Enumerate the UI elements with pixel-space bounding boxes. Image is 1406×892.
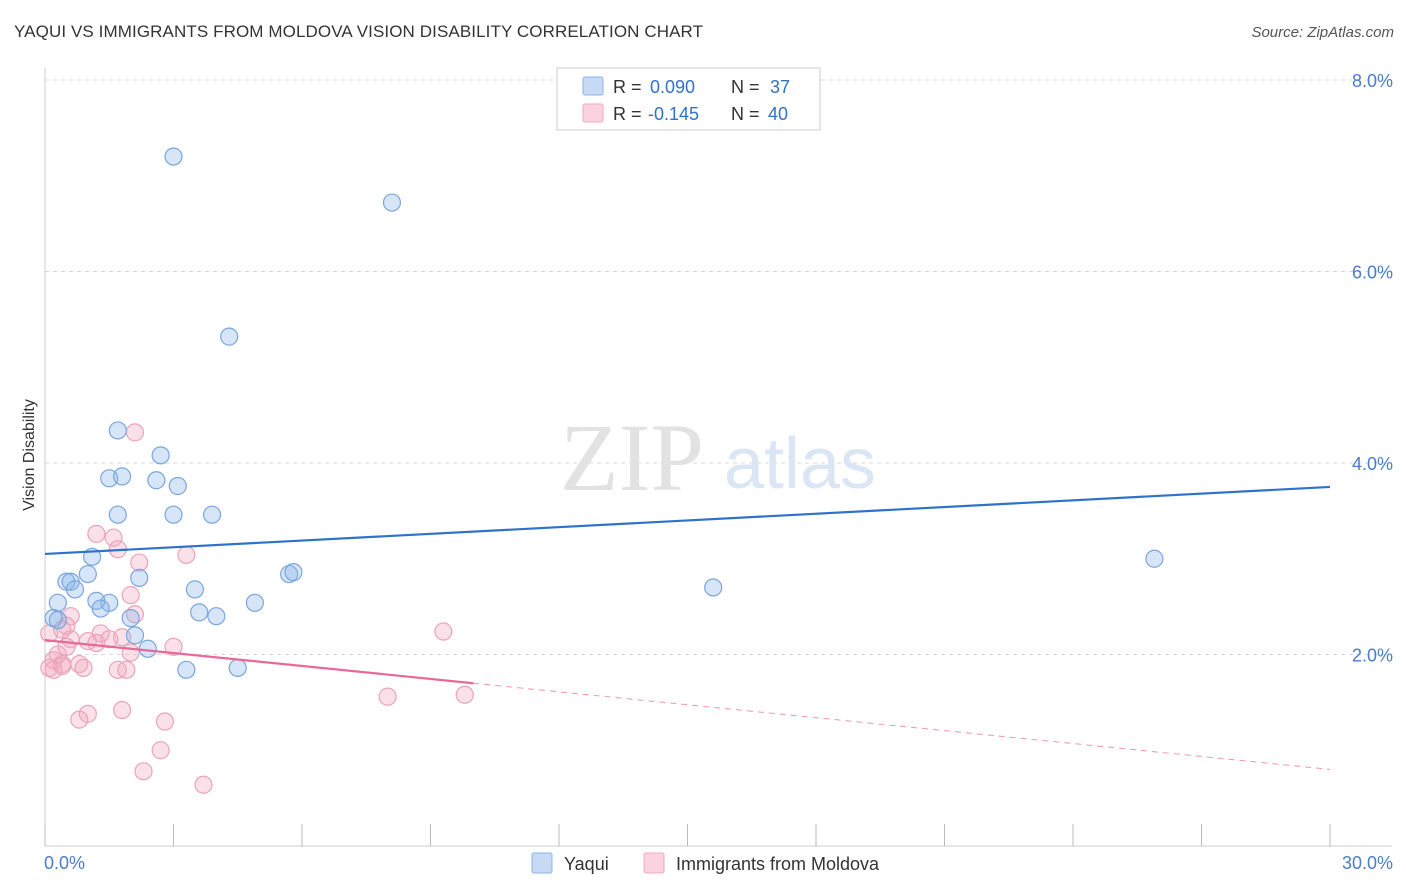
point-moldova — [87, 633, 106, 653]
point-yaqui — [91, 599, 110, 618]
point-yaqui — [164, 147, 183, 166]
bottom-legend-label-yaqui: Yaqui — [564, 854, 609, 874]
point-yaqui — [78, 564, 97, 584]
point-moldova — [104, 528, 123, 547]
point-yaqui — [1145, 549, 1164, 568]
trend-line-moldova — [44, 639, 474, 685]
point-moldova — [164, 637, 183, 656]
point-moldova — [134, 762, 153, 781]
point-moldova — [378, 687, 397, 706]
point-yaqui — [245, 593, 264, 612]
x-tick-label-min: 0.0% — [44, 853, 85, 873]
point-moldova — [121, 586, 140, 605]
point-moldova — [151, 741, 170, 760]
legend-n-value-2: 40 — [768, 104, 788, 124]
point-yaqui — [228, 658, 247, 678]
legend-swatch-moldova — [582, 103, 604, 123]
point-yaqui — [125, 626, 145, 645]
bottom-legend-swatch-moldova — [643, 852, 665, 874]
point-moldova — [121, 643, 140, 662]
point-moldova — [130, 553, 149, 572]
point-yaqui — [48, 610, 67, 630]
y-tick-label: 2.0% — [1352, 646, 1393, 666]
point-moldova — [70, 710, 89, 729]
point-moldova — [155, 712, 175, 731]
legend: R = 0.090 N = 37 R = -0.145 N = 40 — [556, 67, 821, 131]
point-yaqui — [147, 471, 166, 490]
series-yaqui-points — [44, 147, 1164, 679]
trend-line-moldova-extrapolated — [473, 682, 1331, 770]
point-yaqui — [112, 467, 132, 486]
point-yaqui — [168, 476, 187, 496]
point-moldova — [74, 658, 93, 678]
point-moldova — [87, 524, 106, 543]
legend-n-value-1: 37 — [770, 77, 790, 97]
point-yaqui — [185, 580, 205, 599]
point-moldova — [44, 660, 63, 679]
point-yaqui — [220, 327, 239, 346]
legend-r-label-1: R = — [613, 77, 642, 97]
point-moldova — [112, 700, 132, 720]
x-tick-label-max: 30.0% — [1342, 853, 1393, 873]
point-yaqui — [121, 609, 140, 628]
y-tick-label: 8.0% — [1352, 71, 1393, 91]
point-moldova — [194, 775, 213, 794]
legend-r-value-2: -0.145 — [648, 104, 699, 124]
legend-n-label-2: N = — [731, 104, 760, 124]
chart-title: YAQUI VS IMMIGRANTS FROM MOLDOVA VISION … — [14, 22, 704, 41]
y-tick-labels: 2.0% 4.0% 6.0% 8.0% — [1352, 71, 1393, 666]
point-yaqui — [202, 505, 222, 524]
watermark-zip: ZIP — [560, 404, 704, 511]
point-moldova — [177, 545, 196, 565]
point-yaqui — [108, 505, 127, 524]
point-yaqui — [138, 639, 157, 658]
bottom-legend: Yaqui Immigrants from Moldova — [531, 852, 880, 874]
point-moldova — [434, 622, 453, 641]
axes — [44, 68, 1392, 847]
legend-swatch-yaqui — [582, 76, 604, 96]
watermark: ZIP atlas — [560, 404, 876, 511]
y-tick-label: 4.0% — [1352, 454, 1393, 474]
watermark-atlas: atlas — [724, 424, 876, 504]
point-yaqui — [284, 563, 303, 582]
point-yaqui — [704, 578, 723, 597]
point-yaqui — [190, 603, 209, 622]
point-yaqui — [151, 446, 170, 465]
gridlines — [45, 79, 1392, 655]
point-moldova — [117, 660, 136, 679]
point-yaqui — [164, 505, 183, 524]
point-moldova — [53, 656, 72, 676]
series-moldova-points — [40, 423, 474, 794]
trend-lines — [44, 485, 1331, 770]
legend-r-value-1: 0.090 — [650, 77, 695, 97]
point-yaqui — [382, 193, 402, 212]
x-tick-labels: 0.0% 30.0% — [44, 853, 1393, 873]
bottom-legend-swatch-yaqui — [531, 852, 553, 874]
point-yaqui — [65, 580, 85, 599]
y-axis-label: Vision Disability — [21, 399, 38, 511]
trend-line-yaqui — [44, 485, 1331, 556]
point-yaqui — [48, 593, 67, 612]
point-yaqui — [108, 421, 127, 440]
point-yaqui — [130, 568, 149, 588]
legend-n-label-1: N = — [731, 77, 760, 97]
point-moldova — [125, 423, 145, 442]
source-credit: Source: ZipAtlas.com — [1251, 24, 1394, 41]
point-yaqui — [207, 607, 226, 626]
bottom-legend-label-moldova: Immigrants from Moldova — [676, 854, 880, 874]
point-moldova — [455, 685, 474, 704]
y-tick-label: 6.0% — [1352, 263, 1393, 283]
legend-r-label-2: R = — [613, 104, 642, 124]
point-yaqui — [177, 660, 196, 679]
